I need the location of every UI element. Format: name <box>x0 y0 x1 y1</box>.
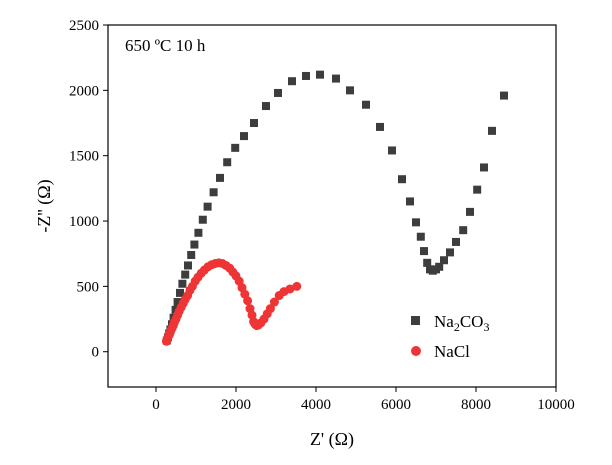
data-point-na2co3 <box>302 71 310 80</box>
data-point-na2co3 <box>178 279 187 288</box>
data-point-nacl <box>243 296 253 306</box>
data-point-na2co3 <box>466 207 474 216</box>
data-point-na2co3 <box>262 102 270 111</box>
y-tick-label: 500 <box>77 279 100 295</box>
data-point-na2co3 <box>198 215 207 224</box>
data-point-na2co3 <box>216 173 224 182</box>
x-tick-label: 0 <box>152 397 160 413</box>
y-tick-label: 2500 <box>69 18 99 34</box>
data-point-na2co3 <box>231 143 240 152</box>
data-point-na2co3 <box>194 228 203 237</box>
data-point-na2co3 <box>187 251 196 260</box>
legend-label-na2co3: Na2CO3 <box>434 312 489 334</box>
data-point-na2co3 <box>420 247 428 256</box>
data-point-nacl <box>292 281 302 291</box>
data-point-na2co3 <box>173 298 182 307</box>
data-point-na2co3 <box>459 226 468 235</box>
data-point-na2co3 <box>181 270 190 279</box>
axis-ticks: 0 2000 4000 6000 8000 10000 0 500 1000 1500 2000 25… <box>69 18 575 413</box>
data-point-na2co3 <box>240 132 248 141</box>
data-point-na2co3 <box>473 185 482 194</box>
data-point-na2co3 <box>446 248 454 257</box>
data-point-na2co3 <box>406 197 414 206</box>
data-point-na2co3 <box>223 158 232 167</box>
data-point-na2co3 <box>203 202 212 211</box>
legend-label-nacl: NaCl <box>434 342 470 361</box>
data-point-nacl <box>285 284 295 294</box>
data-point-na2co3 <box>488 126 496 135</box>
data-point-na2co3 <box>412 218 420 227</box>
data-point-na2co3 <box>209 188 218 197</box>
y-tick-label: 1500 <box>69 149 99 165</box>
data-point-na2co3 <box>376 122 384 131</box>
data-point-na2co3 <box>316 70 324 79</box>
data-markers <box>161 70 508 346</box>
data-point-na2co3 <box>440 256 448 265</box>
x-tick-label: 4000 <box>301 397 331 413</box>
data-point-na2co3 <box>176 288 184 297</box>
data-point-nacl <box>265 304 275 314</box>
y-tick-label: 0 <box>92 345 100 361</box>
data-point-na2co3 <box>274 88 282 97</box>
x-tick-label: 8000 <box>461 397 491 413</box>
data-point-na2co3 <box>480 163 488 172</box>
data-point-na2co3 <box>423 258 432 267</box>
data-point-na2co3 <box>362 100 370 109</box>
y-axis-label: -Z'' (Ω) <box>34 179 55 232</box>
data-point-na2co3 <box>184 261 192 270</box>
data-point-na2co3 <box>250 119 258 128</box>
x-tick-label: 10000 <box>537 397 575 413</box>
data-point-na2co3 <box>435 262 444 271</box>
data-point-nacl <box>269 297 279 307</box>
plot-frame <box>107 24 557 388</box>
data-point-na2co3 <box>500 91 508 100</box>
x-tick-label: 2000 <box>221 397 251 413</box>
legend: Na2CO3 NaCl <box>411 312 489 361</box>
data-point-na2co3 <box>332 74 340 83</box>
y-tick-label: 1000 <box>69 214 99 230</box>
y-tick-label: 2000 <box>69 83 99 99</box>
condition-annotation: 650 ºC 10 h <box>125 36 206 55</box>
legend-marker-na2co3 <box>411 316 420 325</box>
x-tick-label: 6000 <box>381 397 411 413</box>
data-point-na2co3 <box>416 232 425 241</box>
legend-marker-nacl <box>411 346 421 356</box>
x-axis-label: Z' (Ω) <box>310 429 354 450</box>
data-point-na2co3 <box>346 86 354 95</box>
data-point-na2co3 <box>398 175 406 184</box>
data-point-na2co3 <box>288 77 296 86</box>
data-point-na2co3 <box>388 146 396 155</box>
data-point-na2co3 <box>190 240 199 249</box>
data-point-na2co3 <box>452 237 460 246</box>
